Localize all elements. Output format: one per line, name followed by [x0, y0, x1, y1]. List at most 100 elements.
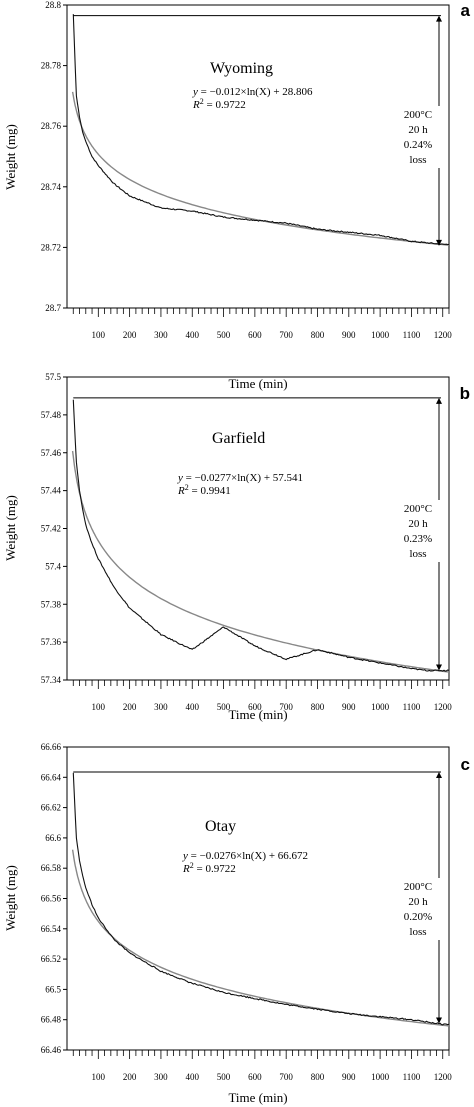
equation-rest: = −0.0276×ln(X) + 66.672 [188, 850, 308, 862]
loss-annotation-line: 200°C [404, 109, 432, 121]
y-tick-label: 66.5 [45, 984, 61, 994]
panel-letter: b [460, 384, 470, 403]
sample-name: Wyoming [210, 60, 273, 77]
fit-line [71, 91, 450, 246]
equation-y: y [177, 472, 183, 484]
x-tick-label: 900 [342, 702, 356, 712]
chart-panel-c: 66.4666.4866.566.5266.5466.5666.5866.666… [3, 742, 470, 1105]
x-tick-label: 300 [154, 1072, 168, 1082]
loss-annotation-line: loss [409, 548, 426, 560]
fit-equation: y = −0.0277×ln(X) + 57.541 [177, 472, 303, 484]
loss-annotation-line: 0.24% [404, 139, 432, 151]
y-tick-label: 57.4 [45, 561, 61, 571]
chart-panel-a: 28.7 28.72 28.74 28.76 28.78 28.8 100 200 300 400… [3, 0, 471, 391]
r2-symbol: R [182, 863, 190, 875]
y-tick-label: 66.64 [41, 772, 62, 782]
arrow-head-up [436, 397, 442, 404]
r-squared: R2 = 0.9941 [177, 483, 231, 497]
x-tick-label: 400 [185, 330, 199, 340]
y-tick-label: 57.44 [41, 486, 62, 496]
y-tick-label: 66.66 [41, 742, 62, 752]
x-tick-label: 500 [217, 1072, 231, 1082]
x-tick-label: 1200 [434, 1072, 453, 1082]
y-tick-label: 28.72 [41, 242, 61, 252]
r-squared: R2 = 0.9722 [182, 861, 236, 875]
y-tick-label: 57.36 [41, 637, 62, 647]
y-axis-title: Weight (mg) [3, 865, 18, 931]
r2-value: = 0.9722 [194, 863, 236, 875]
loss-annotation-line: 0.20% [404, 911, 432, 923]
y-tick-label: 66.58 [41, 863, 62, 873]
arrow-head-up [436, 771, 442, 778]
x-tick-label: 100 [92, 330, 106, 340]
x-tick-label: 200 [123, 1072, 137, 1082]
equation-rest: = −0.012×ln(X) + 28.806 [198, 86, 313, 98]
y-tick-label: 57.5 [45, 372, 61, 382]
x-tick-label: 1000 [371, 1072, 390, 1082]
panel-letter: a [461, 1, 471, 20]
arrow-head-down [436, 664, 442, 671]
loss-annotation-line: loss [409, 154, 426, 166]
x-tick-label: 1100 [403, 330, 421, 340]
loss-annotation-line: 20 h [408, 896, 428, 908]
plot-frame [66, 746, 450, 1051]
y-tick-label: 28.74 [41, 182, 62, 192]
x-tick-label: 500 [217, 330, 231, 340]
x-tick-label: 600 [248, 1072, 262, 1082]
y-tick-label: 57.34 [41, 675, 62, 685]
loss-annotation-bg [395, 500, 441, 562]
equation-y: y [192, 86, 198, 98]
sample-name: Garfield [212, 430, 265, 447]
r2-superscript: 2 [190, 861, 194, 870]
x-tick-label: 200 [123, 330, 137, 340]
x-tick-label: 800 [311, 702, 325, 712]
x-tick-label: 500 [217, 702, 231, 712]
r2-superscript: 2 [200, 97, 204, 106]
loss-annotation-bg [395, 878, 441, 940]
x-tick-label: 700 [279, 330, 293, 340]
x-tick-label: 1000 [371, 702, 390, 712]
x-tick-label: 600 [248, 702, 262, 712]
measured-line [72, 772, 450, 1026]
x-tick-label: 400 [185, 1072, 199, 1082]
x-tick-label: 1200 [434, 330, 453, 340]
r2-value: = 0.9722 [204, 99, 246, 111]
r-squared: R2 = 0.9722 [192, 97, 246, 111]
r2-symbol: R [177, 485, 185, 497]
x-tick-label: 700 [279, 1072, 293, 1082]
x-tick-label: 1200 [434, 702, 453, 712]
arrow-head-down [436, 1017, 442, 1024]
x-tick-label: 600 [248, 330, 262, 340]
x-tick-label: 800 [311, 1072, 325, 1082]
loss-annotation-line: 20 h [408, 124, 428, 136]
x-tick-label: 400 [185, 702, 199, 712]
sample-name: Otay [205, 818, 236, 835]
arrow-head-up [436, 15, 442, 22]
y-tick-label: 66.52 [41, 954, 61, 964]
x-axis-title: Time (min) [228, 707, 287, 722]
x-tick-label: 200 [123, 702, 137, 712]
x-tick-label: 300 [154, 330, 168, 340]
y-tick-label: 66.6 [45, 833, 61, 843]
loss-annotation-line: loss [409, 926, 426, 938]
plot-frame [66, 376, 450, 681]
y-tick-label: 66.48 [41, 1015, 62, 1025]
x-tick-label: 900 [342, 330, 356, 340]
r2-value: = 0.9941 [189, 485, 231, 497]
y-tick-label: 66.62 [41, 803, 61, 813]
y-tick-label: 57.42 [41, 524, 61, 534]
x-axis-title: Time (min) [228, 1090, 287, 1105]
chart-panel-b: 57.34 57.36 57.38 57.4 57.42 57.44 57.46 57.48 5… [3, 372, 470, 722]
fit-line [71, 450, 450, 673]
x-tick-label: 900 [342, 1072, 356, 1082]
y-tick-label: 66.46 [41, 1045, 62, 1055]
r2-superscript: 2 [185, 483, 189, 492]
y-tick-label: 66.56 [41, 894, 62, 904]
measured-line [72, 14, 450, 246]
x-tick-label: 300 [154, 702, 168, 712]
x-tick-label: 100 [92, 702, 106, 712]
loss-annotation-line: 0.23% [404, 533, 432, 545]
equation-y: y [182, 850, 188, 862]
x-tick-label: 100 [92, 1072, 106, 1082]
